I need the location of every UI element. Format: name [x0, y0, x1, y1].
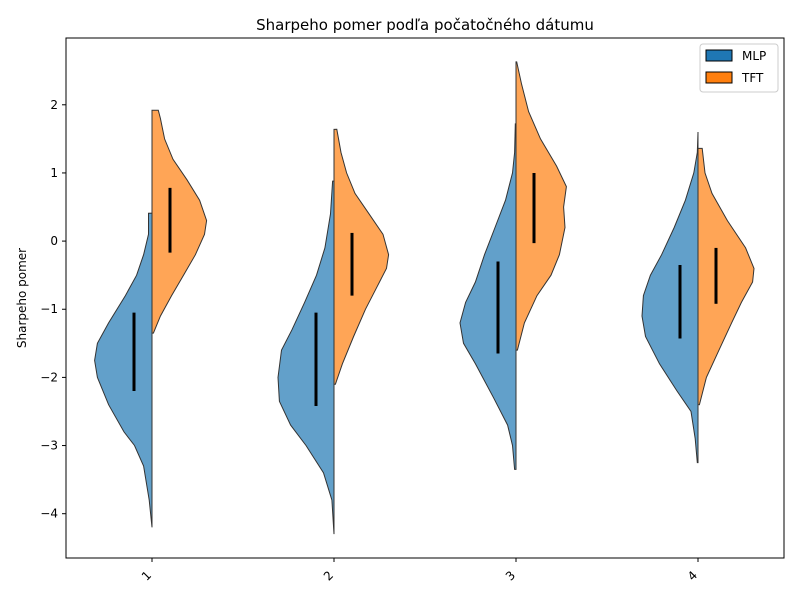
legend-label-tft: TFT	[741, 71, 764, 85]
violin-mlp-1	[94, 212, 153, 528]
violin-mlp-4	[641, 131, 699, 464]
x-tick-label: 1	[139, 568, 154, 583]
plot-area-frame	[65, 37, 785, 559]
y-tick-label: 2	[50, 98, 58, 112]
legend-label-mlp: MLP	[742, 49, 766, 63]
chart-title: Sharpeho pomer podľa počatočného dátumu	[256, 16, 594, 34]
legend-swatch-tft	[705, 71, 733, 84]
legend-swatch-mlp	[705, 49, 733, 62]
violins-layer	[94, 61, 755, 535]
y-tick-label: 1	[50, 166, 58, 180]
violin-tft-2	[333, 128, 390, 385]
y-tick-label: 0	[50, 234, 58, 248]
violin-mlp-2	[277, 180, 335, 535]
y-tick-label: −1	[40, 302, 58, 316]
x-tick-label: 3	[503, 568, 518, 583]
violin-tft-3	[515, 61, 567, 351]
legend: MLP TFT	[699, 43, 779, 93]
quartile-bars-layer	[132, 172, 718, 407]
y-tick-label: −4	[40, 507, 58, 521]
violin-tft-4	[697, 147, 755, 406]
x-tick-label: 2	[321, 568, 336, 583]
y-tick-label: −2	[40, 370, 58, 384]
y-tick-label: −3	[40, 439, 58, 453]
violin-tft-1	[151, 109, 208, 334]
y-axis: 2 1 0 −1 −2 −3 −4	[40, 98, 66, 521]
x-axis: 1 2 3 4	[139, 558, 700, 584]
y-axis-title: Sharpeho pomer	[15, 248, 29, 348]
x-tick-label: 4	[685, 568, 700, 583]
violin-mlp-3	[459, 123, 517, 470]
